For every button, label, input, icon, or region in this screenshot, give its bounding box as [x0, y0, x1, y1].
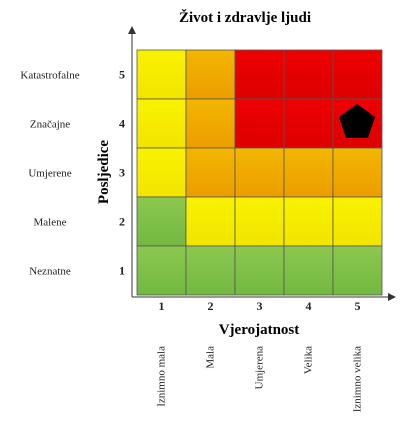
- risk-cell: [283, 98, 334, 149]
- risk-cell: [332, 196, 383, 247]
- risk-cell: [234, 245, 285, 296]
- risk-cell: [332, 49, 383, 100]
- risk-cell: [185, 147, 236, 198]
- risk-cell: [136, 49, 187, 100]
- risk-cell: [136, 98, 187, 149]
- risk-cell: [283, 49, 334, 100]
- risk-cell: [185, 196, 236, 247]
- risk-cell: [332, 147, 383, 198]
- x-level-name: Velika: [303, 346, 315, 374]
- y-level-name: Katastrofalne: [20, 70, 79, 82]
- risk-cell: [185, 98, 236, 149]
- risk-marker: [339, 104, 375, 138]
- risk-cell: [136, 196, 187, 247]
- risk-cell: [234, 49, 285, 100]
- risk-cell: [332, 245, 383, 296]
- risk-cell: [234, 98, 285, 149]
- y-level-number: 5: [119, 68, 125, 82]
- x-level-number: 3: [257, 299, 263, 313]
- risk-cell: [136, 147, 187, 198]
- x-level-number: 1: [159, 299, 165, 313]
- y-level-number: 3: [119, 166, 125, 180]
- x-level-number: 4: [306, 299, 312, 313]
- y-level-number: 1: [119, 264, 125, 278]
- x-axis-label: Vjerojatnost: [219, 322, 300, 338]
- x-level-number: 5: [355, 299, 361, 313]
- y-level-name: Umjerene: [28, 168, 71, 180]
- risk-cell: [185, 245, 236, 296]
- y-level-number: 2: [119, 215, 125, 229]
- y-axis-label: Posljedice: [96, 140, 112, 204]
- y-arrow: [128, 26, 136, 34]
- y-level-name: Značajne: [30, 119, 70, 131]
- y-level-number: 4: [119, 117, 125, 131]
- y-level-name: Neznatne: [29, 266, 71, 278]
- risk-cell: [283, 245, 334, 296]
- x-level-name: Umjerena: [254, 346, 266, 389]
- x-level-name: Iznimno mala: [156, 346, 168, 407]
- risk-cell: [234, 147, 285, 198]
- x-level-number: 2: [208, 299, 214, 313]
- title: Život i zdravlje ljudi: [179, 9, 311, 26]
- risk-cell: [185, 49, 236, 100]
- x-level-name: Iznimno velika: [352, 346, 364, 412]
- x-arrow: [388, 293, 396, 301]
- risk-cell: [283, 196, 334, 247]
- x-level-name: Mala: [205, 346, 217, 369]
- risk-cell: [283, 147, 334, 198]
- risk-cell: [136, 245, 187, 296]
- y-level-name: Malene: [34, 217, 67, 229]
- risk-cell: [234, 196, 285, 247]
